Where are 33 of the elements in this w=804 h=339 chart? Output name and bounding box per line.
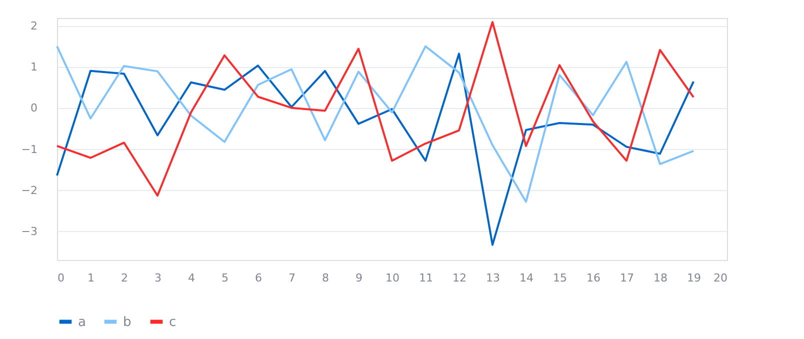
- y-tick-label: −1: [21, 142, 38, 156]
- line-series: [56, 45, 694, 203]
- x-tick-label: 1: [88, 272, 94, 284]
- x-tick-label: 9: [356, 272, 362, 284]
- x-tick-label: 11: [419, 272, 433, 284]
- x-tick-label: 7: [288, 272, 296, 284]
- x-tick-label: 17: [620, 272, 634, 284]
- x-tick-label: 15: [553, 272, 567, 284]
- y-tick-label: 2: [30, 20, 38, 33]
- x-tick-label: 2: [121, 272, 128, 284]
- y-tick-label: −2: [21, 184, 38, 197]
- x-tick-label: 4: [188, 272, 195, 284]
- x-tick-label: 14: [520, 272, 534, 284]
- y-tick-label: 0: [30, 102, 38, 115]
- legend-label: c: [169, 314, 176, 330]
- x-tick-label: 3: [154, 272, 162, 284]
- x-tick-label: 0: [58, 272, 64, 284]
- line-series: [56, 21, 694, 197]
- x-tick-label: 16: [586, 272, 600, 284]
- y-tick-label: 1: [30, 60, 38, 74]
- x-tick-label: 20: [714, 272, 728, 284]
- legend-label: b: [123, 314, 132, 330]
- x-tick-label: 19: [687, 272, 701, 284]
- line-series: [56, 52, 694, 246]
- y-tick-label: −3: [21, 224, 38, 238]
- x-tick-label: 10: [386, 272, 400, 284]
- legend-label: a: [78, 314, 86, 330]
- x-tick-label: 6: [255, 272, 262, 284]
- x-tick-label: 13: [486, 272, 500, 284]
- x-tick-label: 12: [452, 272, 466, 284]
- x-tick-label: 5: [222, 272, 228, 284]
- x-tick-label: 18: [654, 272, 668, 284]
- x-tick-label: 8: [322, 272, 329, 284]
